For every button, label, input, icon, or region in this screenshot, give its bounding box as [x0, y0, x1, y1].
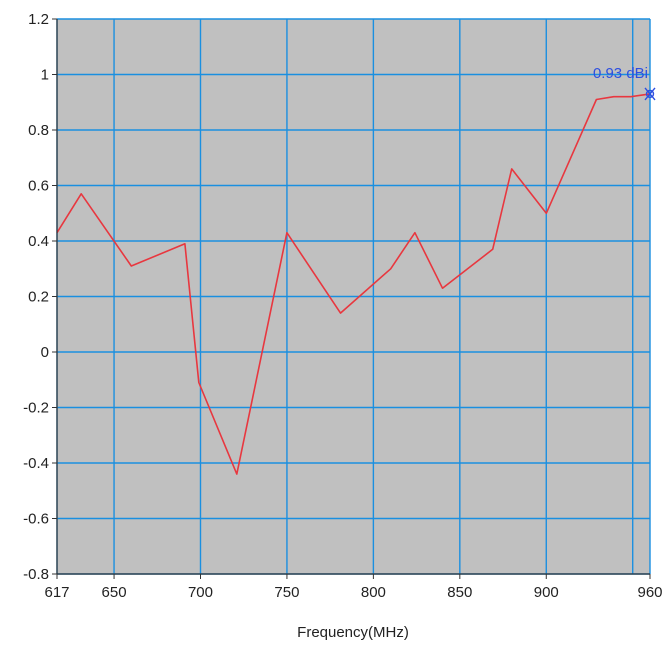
y-tick-label: -0.4 — [23, 455, 49, 472]
y-tick-label: -0.6 — [23, 511, 49, 528]
y-tick-label: 0.6 — [28, 178, 49, 195]
y-tick-label: 0 — [41, 344, 49, 361]
x-axis-label: Frequency(MHz) — [297, 624, 409, 641]
marker-value-label: 0.93 dBi — [593, 65, 648, 82]
x-tick-label: 617 — [44, 584, 69, 601]
axes — [52, 18, 651, 579]
y-tick-label: -0.8 — [23, 566, 49, 583]
y-tick-label: 0.2 — [28, 289, 49, 306]
y-tick-label: 0.8 — [28, 122, 49, 139]
grid-lines — [56, 18, 651, 575]
cursor-marker-ring — [645, 89, 655, 99]
x-tick-label: 800 — [361, 584, 386, 601]
x-tick-label: 900 — [534, 584, 559, 601]
x-tick-label: 850 — [447, 584, 472, 601]
x-tick-label: 960 — [637, 584, 662, 601]
x-tick-label: 750 — [274, 584, 299, 601]
marker-layer: 0.93 dBi — [593, 65, 656, 101]
series-layer — [56, 93, 651, 475]
series-line — [56, 93, 651, 475]
y-tick-label: -0.2 — [23, 400, 49, 417]
y-tick-label: 0.4 — [28, 233, 49, 250]
y-tick-label: 1 — [41, 67, 49, 84]
y-tick-label: 1.2 — [28, 11, 49, 28]
x-tick-label: 650 — [102, 584, 127, 601]
tick-labels: -0.8 -0.6 -0.4 -0.2 0 0.2 0.4 0.6 0.8 1 1.2 617 650 7… — [23, 11, 662, 601]
cursor-marker — [644, 87, 656, 101]
x-tick-label: 700 — [188, 584, 213, 601]
